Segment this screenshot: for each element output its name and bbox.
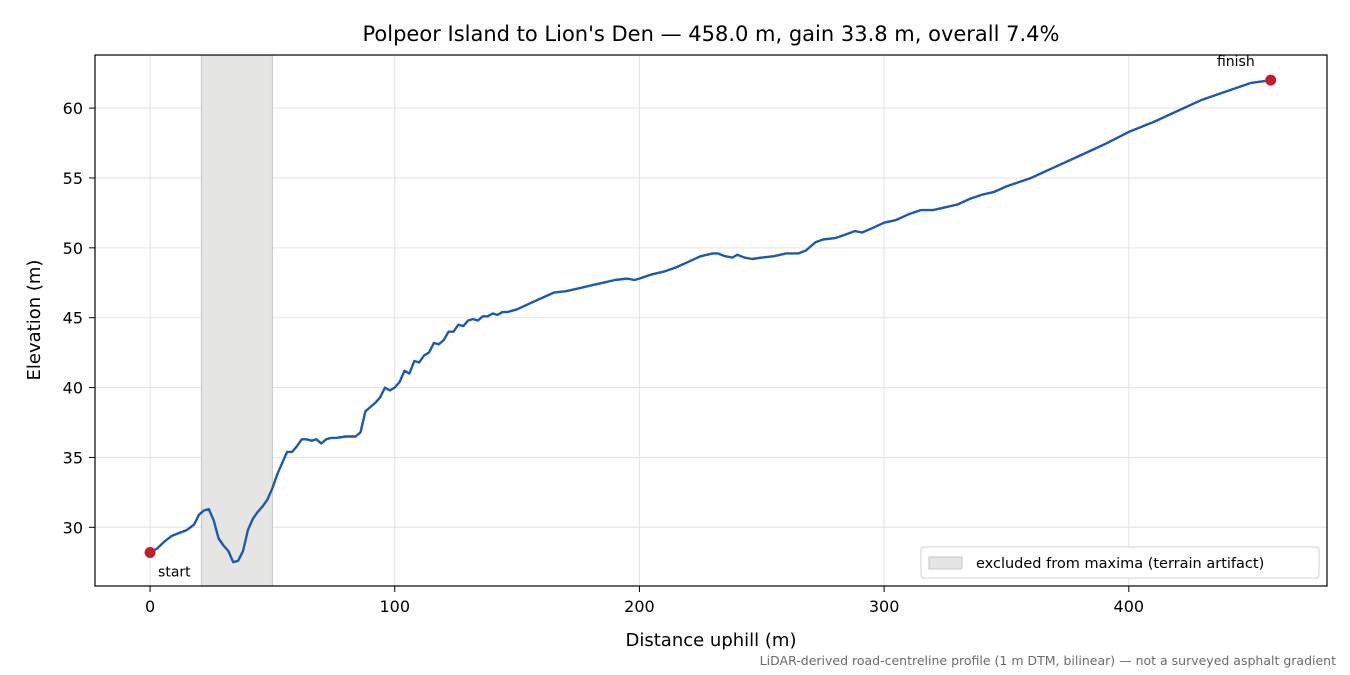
y-tick-label: 40: [63, 379, 83, 398]
elevation-series-line: [148, 79, 1272, 564]
footnote: LiDAR-derived road-centreline profile (1…: [760, 653, 1336, 668]
y-tick-label: 60: [63, 99, 83, 118]
y-tick-label: 45: [63, 309, 83, 328]
y-tick-label: 55: [63, 169, 83, 188]
excluded-region: [200, 54, 273, 587]
y-tick-label: 50: [63, 239, 83, 258]
legend-label: excluded from maxima (terrain artifact): [976, 556, 1264, 572]
x-tick-label: 400: [1114, 597, 1145, 616]
legend-swatch-excluded: [928, 556, 963, 570]
start-marker: [144, 546, 156, 558]
finish-marker: [1265, 74, 1277, 86]
x-tick-label: 200: [624, 597, 655, 616]
x-tick-label: 300: [869, 597, 900, 616]
legend-box: [920, 546, 1320, 579]
y-tick-label: 30: [63, 518, 83, 537]
y-tick-label: 35: [63, 448, 83, 467]
x-tick-label: 0: [145, 597, 155, 616]
axes-frame: [94, 54, 1328, 587]
x-axis-title: Distance uphill (m): [626, 630, 797, 651]
x-tick-label: 100: [379, 597, 410, 616]
plot-area: start finish 0 100 200 300 400 30 35 40 45 50 55 60 ex…: [63, 54, 1328, 616]
chart-title: Polpeor Island to Lion's Den — 458.0 m, …: [363, 22, 1060, 46]
y-axis-title: Elevation (m): [24, 260, 45, 381]
start-annotation: start: [158, 564, 191, 580]
finish-annotation: finish: [1217, 54, 1255, 70]
